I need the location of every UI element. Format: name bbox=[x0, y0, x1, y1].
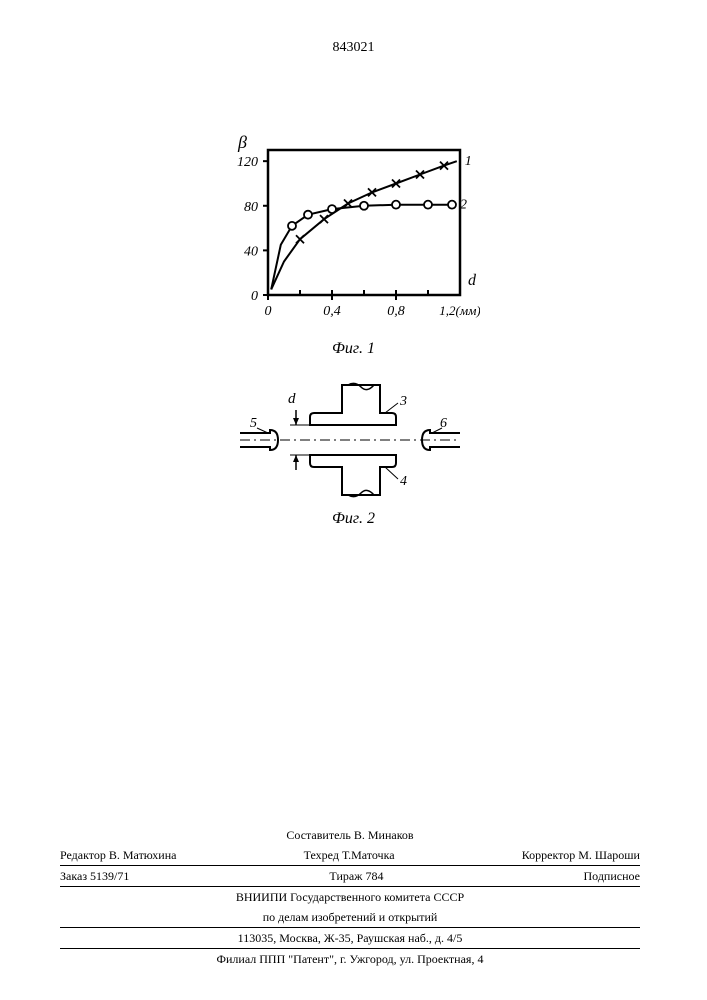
svg-text:5: 5 bbox=[250, 416, 257, 431]
svg-text:d: d bbox=[468, 272, 477, 289]
footer-editors-row: Редактор В. Матюхина Техред Т.Маточка Ко… bbox=[60, 845, 640, 866]
tirazh: Тираж 784 bbox=[329, 867, 383, 885]
fig2-diagram: d3456 bbox=[230, 375, 470, 505]
fig1-chart: β 0 40 80 120 0 0,4 0,8 d 1,2(мм) 1 2 bbox=[220, 130, 480, 330]
svg-text:0: 0 bbox=[265, 304, 272, 319]
fig2-caption: Фиг. 2 bbox=[0, 510, 707, 528]
composer-line: Составитель В. Минаков bbox=[60, 825, 640, 845]
tech: Техред Т.Маточка bbox=[304, 846, 395, 864]
footer-order-row: Заказ 5139/71 Тираж 784 Подписное bbox=[60, 866, 640, 887]
svg-text:0,4: 0,4 bbox=[323, 304, 341, 319]
svg-text:1,2(мм): 1,2(мм) bbox=[439, 303, 480, 318]
svg-text:β: β bbox=[237, 132, 247, 152]
svg-text:3: 3 bbox=[399, 394, 407, 409]
svg-text:40: 40 bbox=[244, 244, 258, 259]
order: Заказ 5139/71 bbox=[60, 867, 129, 885]
svg-text:2: 2 bbox=[460, 198, 467, 213]
footer-block: Составитель В. Минаков Редактор В. Матюх… bbox=[60, 825, 640, 969]
filial: Филиал ППП "Патент", г. Ужгород, ул. Про… bbox=[60, 949, 640, 969]
org2: по делам изобретений и открытий bbox=[60, 907, 640, 928]
subscribe: Подписное bbox=[584, 867, 641, 885]
corrector: Корректор М. Шароши bbox=[522, 846, 640, 864]
address: 113035, Москва, Ж-35, Раушская наб., д. … bbox=[60, 928, 640, 949]
editor: Редактор В. Матюхина bbox=[60, 846, 176, 864]
org1: ВНИИПИ Государственного комитета СССР bbox=[60, 887, 640, 907]
svg-text:4: 4 bbox=[400, 474, 407, 489]
fig1-caption: Фиг. 1 bbox=[0, 340, 707, 358]
svg-text:120: 120 bbox=[237, 155, 258, 170]
svg-text:1: 1 bbox=[465, 154, 472, 169]
document-number: 843021 bbox=[0, 40, 707, 56]
svg-text:d: d bbox=[288, 391, 296, 407]
svg-text:0,8: 0,8 bbox=[387, 304, 405, 319]
svg-text:80: 80 bbox=[244, 200, 258, 215]
svg-text:0: 0 bbox=[251, 289, 258, 304]
